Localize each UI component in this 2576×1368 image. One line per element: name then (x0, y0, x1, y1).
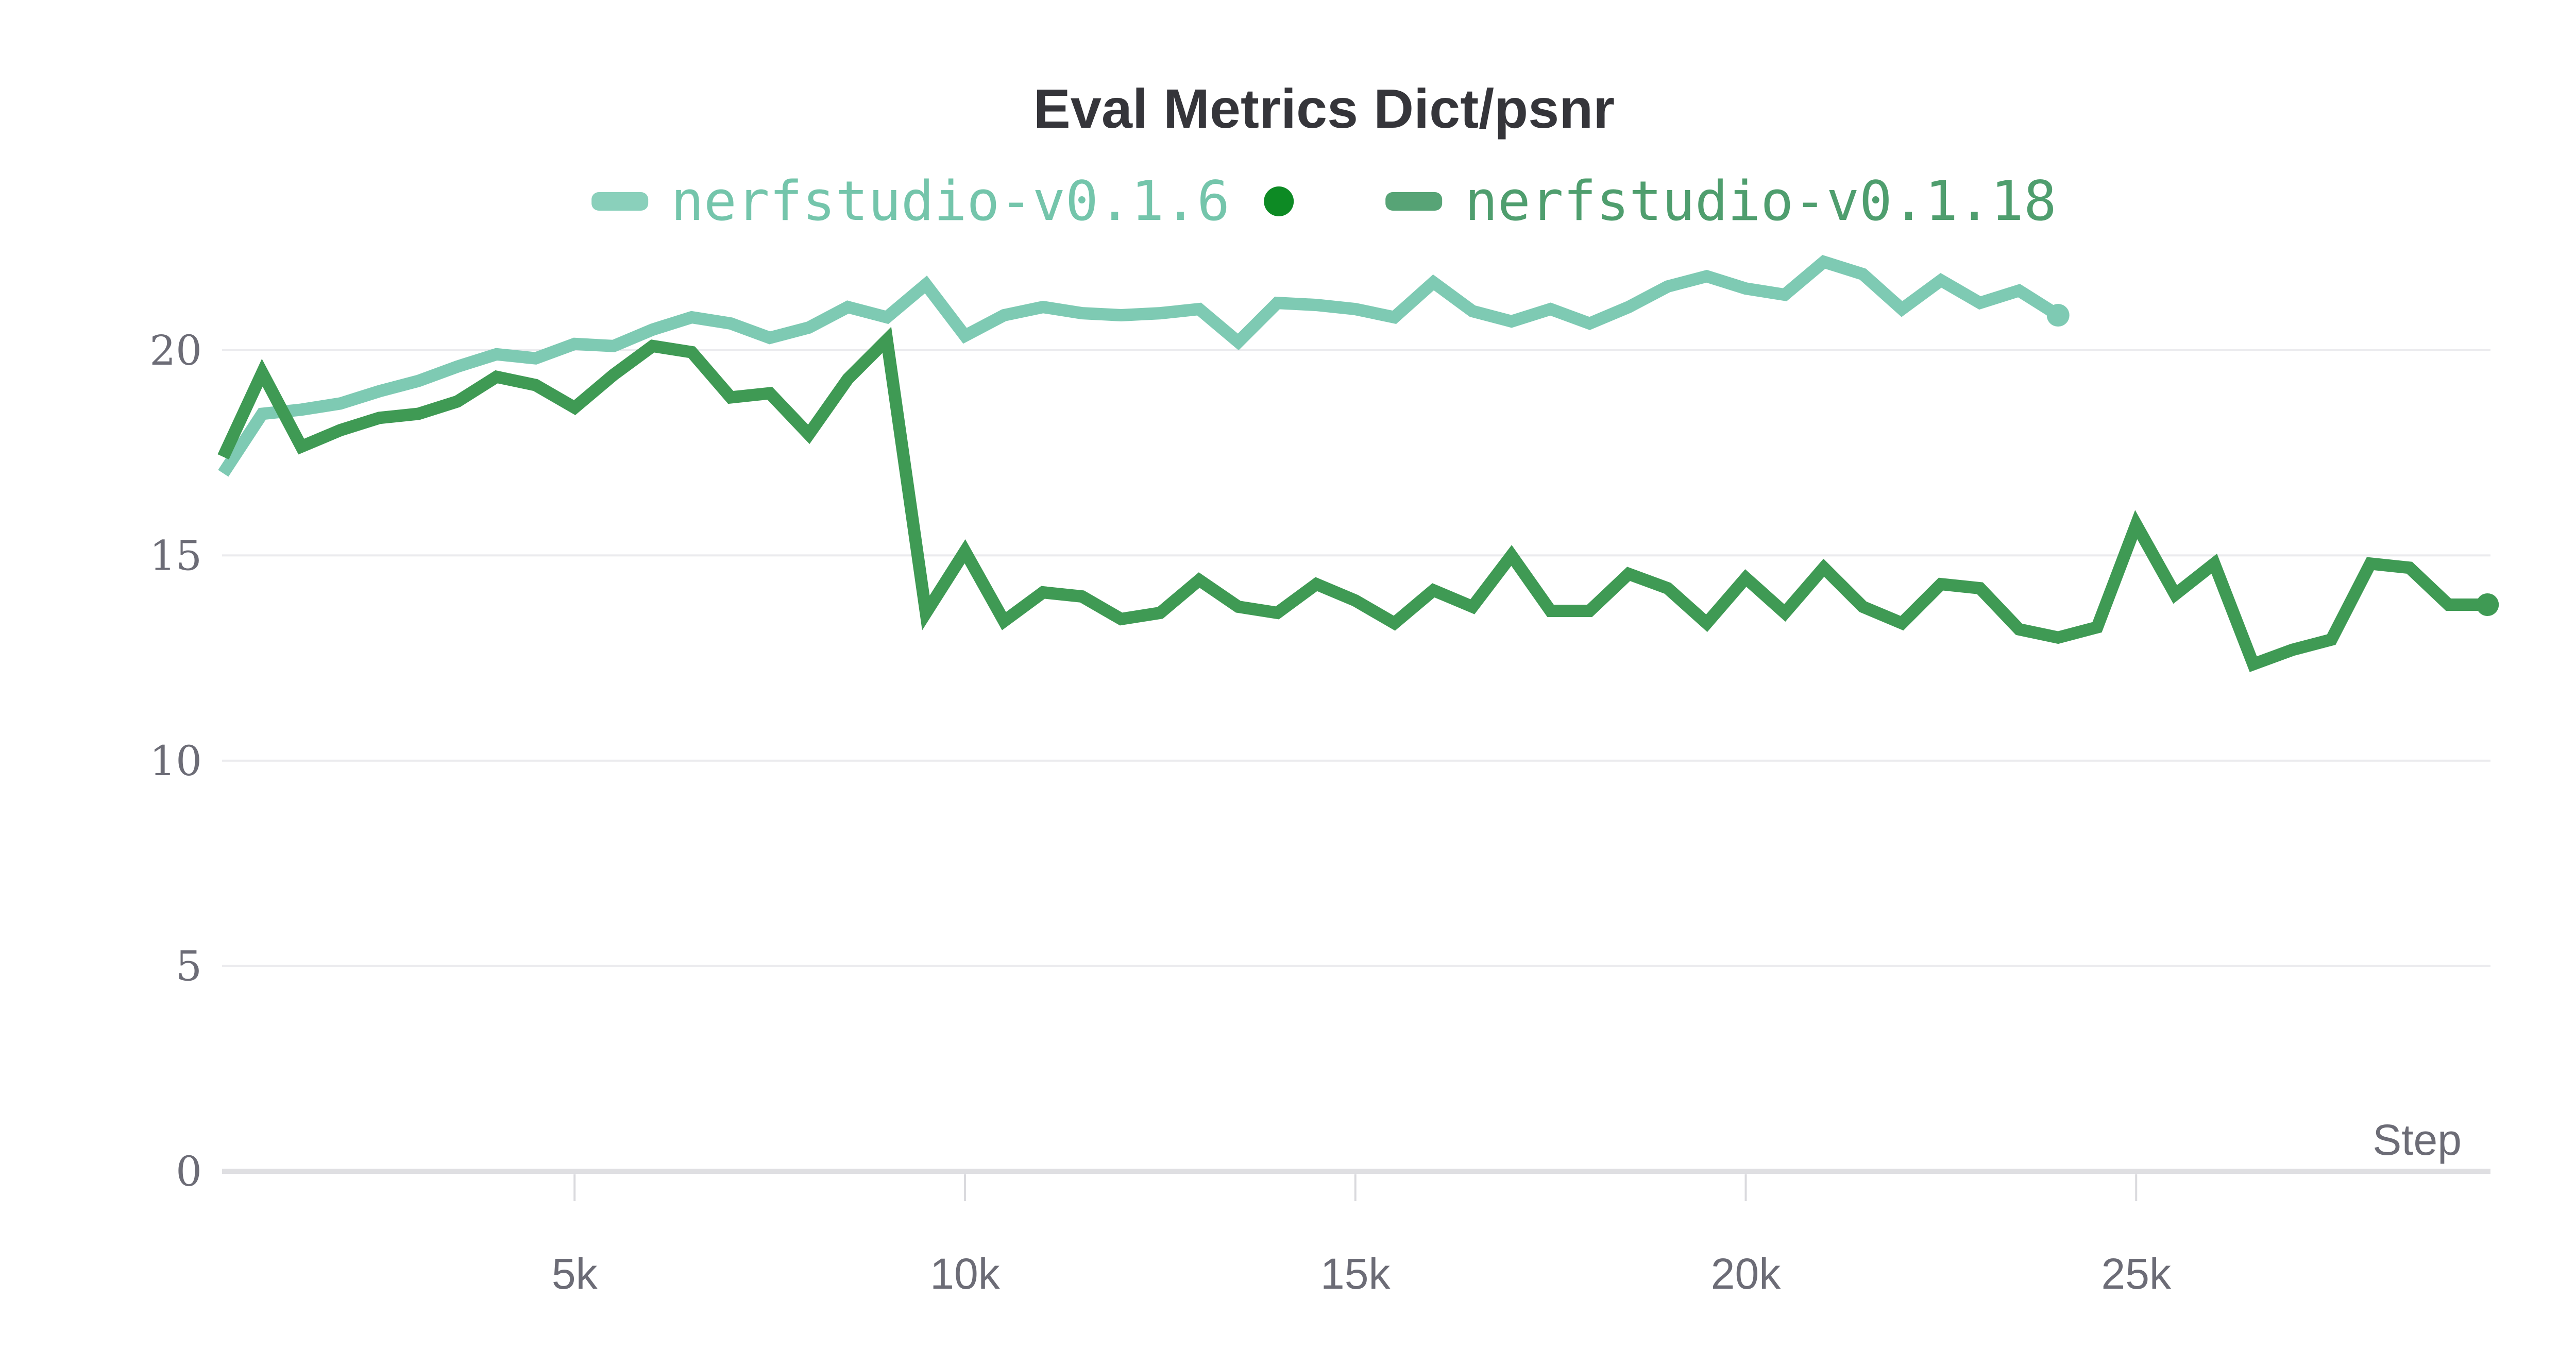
x-tick-label: 25k (2102, 1250, 2172, 1298)
legend-item-label: nerfstudio-v0.1.6 (671, 169, 1230, 233)
y-tick-label: 15 (149, 532, 202, 579)
y-tick-label: 0 (176, 1148, 202, 1195)
x-axis-title: Step (2372, 1116, 2462, 1164)
series-end-dot-nerfstudio-v0.1.6 (2046, 304, 2070, 327)
x-tick-label: 10k (930, 1250, 1000, 1298)
legend-item-nerfstudio-v0.1.6[interactable]: nerfstudio-v0.1.6 (591, 174, 1230, 229)
legend-swatch-icon (591, 192, 649, 211)
legend-item-label: nerfstudio-v0.1.18 (1465, 169, 2057, 233)
y-tick-label: 5 (176, 942, 202, 990)
legend-separator-dot-icon (1264, 186, 1294, 216)
series-end-dot-nerfstudio-v0.1.18 (2476, 593, 2499, 617)
page-title: Eval Metrics Dict/psnr (1033, 77, 1615, 140)
y-tick-label: 20 (149, 327, 202, 374)
y-tick-label: 10 (149, 737, 202, 785)
legend-item-nerfstudio-v0.1.18[interactable]: nerfstudio-v0.1.18 (1385, 174, 2057, 229)
x-tick-label: 20k (1711, 1250, 1781, 1298)
x-tick-label: 5k (552, 1250, 598, 1298)
x-tick-label: 15k (1320, 1250, 1391, 1298)
series-line-nerfstudio-v0.1.6 (218, 254, 2062, 477)
series-line-nerfstudio-v0.1.18 (217, 327, 2488, 672)
legend: nerfstudio-v0.1.6 nerfstudio-v0.1.18 (591, 174, 2057, 229)
legend-swatch-icon (1385, 192, 1443, 211)
